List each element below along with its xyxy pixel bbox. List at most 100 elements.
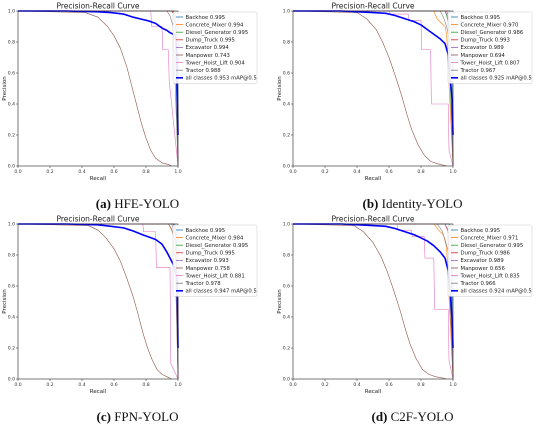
series-line-7: [293, 223, 454, 380]
legend-box: [447, 11, 533, 84]
y-tick-label: 0.0: [283, 164, 290, 170]
x-tick-label: 0.6: [385, 382, 392, 388]
legend-entry: Tower_Hoist_Lift 0.881: [185, 273, 245, 279]
legend-entry: Manpower 0.656: [461, 266, 506, 272]
legend-entry: Diesel_Generator 0.995: [461, 243, 524, 249]
y-tick-label: 0.2: [283, 346, 290, 352]
series-line-0: [18, 223, 179, 380]
series-line-1: [293, 223, 454, 380]
y-axis-label: Precision: [2, 76, 8, 101]
series-line-4: [18, 10, 179, 167]
y-tick-label: 1.0: [8, 222, 15, 228]
series-line-2: [293, 223, 454, 380]
series-line-6: [293, 223, 454, 380]
series-line-2: [18, 223, 179, 380]
y-tick-label: 0.2: [8, 133, 15, 139]
legend-entry: Tractor 0.966: [460, 281, 497, 287]
x-tick-label: 0.0: [289, 382, 296, 388]
chart-title: Precision-Recall Curve: [56, 215, 139, 224]
series-line-1: [18, 223, 179, 380]
x-tick-label: 0.8: [142, 382, 149, 388]
x-tick-label: 1.0: [449, 382, 456, 388]
x-tick-label: 1.0: [449, 169, 456, 175]
series-line-4: [293, 10, 454, 167]
x-tick-label: 0.4: [78, 169, 85, 175]
series-line-3: [293, 10, 454, 167]
series-line-0: [18, 10, 179, 167]
legend-entry: Tower_Hoist_Lift 0.807: [460, 60, 520, 66]
x-tick-label: 0.2: [321, 382, 328, 388]
chart-title: Precision-Recall Curve: [56, 2, 139, 11]
y-tick-label: 0.4: [283, 102, 290, 108]
legend-entry: Excavator 0.989: [461, 258, 504, 264]
legend-entry: Dump_Truck 0.986: [461, 251, 511, 257]
y-tick-label: 0.0: [8, 377, 15, 383]
legend-entry: Concrete_Mixer 0.984: [186, 235, 244, 241]
y-tick-label: 1.0: [283, 9, 290, 15]
plot-frame: [17, 10, 179, 167]
figure-caption: (d) C2F-YOLO: [275, 409, 550, 425]
legend-entry: Dump_Truck 0.995: [186, 251, 235, 257]
x-tick-label: 0.6: [110, 382, 117, 388]
series-line-4: [18, 223, 179, 380]
y-tick-label: 0.6: [8, 71, 15, 77]
legend-entry: Diesel_Generator 0.986: [461, 30, 524, 36]
legend-box: [447, 224, 533, 297]
y-tick-label: 0.4: [283, 315, 290, 321]
y-tick-label: 1.0: [8, 9, 15, 15]
series-line-7: [18, 10, 179, 167]
caption-label: (b): [362, 196, 379, 211]
y-axis-label: Precision: [277, 76, 283, 101]
x-axis-label: Recall: [365, 176, 382, 182]
legend-entry: Backhoe 0.995: [186, 15, 226, 21]
legend-box: [172, 11, 258, 84]
plot-frame: [292, 10, 454, 167]
caption-text: HFE-YOLO: [114, 196, 180, 211]
legend-entry: Diesel_Generator 0.995: [186, 30, 249, 36]
legend-entry: all classes 0.924 mAP@0.5: [461, 289, 532, 295]
legend-entry: Tractor 0.988: [185, 68, 222, 74]
x-axis-label: Recall: [90, 389, 107, 395]
figure-caption: (a) HFE-YOLO: [0, 196, 275, 212]
series-line-2: [18, 10, 179, 167]
legend-entry: all classes 0.925 mAP@0.5: [461, 76, 532, 82]
series-line-7: [18, 223, 179, 380]
series-line-1: [293, 10, 454, 167]
legend-entry: Tractor 0.978: [185, 281, 222, 287]
caption-label: (c): [96, 409, 111, 424]
y-tick-label: 0.4: [8, 315, 15, 321]
x-tick-label: 0.2: [321, 169, 328, 175]
y-axis-label: Precision: [2, 289, 8, 314]
legend-entry: Manpower 0.694: [461, 53, 506, 59]
legend-entry: Manpower 0.743: [186, 53, 230, 59]
series-line-0: [293, 223, 454, 380]
chart-title: Precision-Recall Curve: [331, 2, 414, 11]
x-tick-label: 0.6: [110, 169, 117, 175]
y-tick-label: 0.2: [283, 133, 290, 139]
y-tick-label: 1.0: [283, 222, 290, 228]
y-tick-label: 0.2: [8, 346, 15, 352]
legend-entry: Backhoe 0.995: [461, 15, 501, 21]
y-tick-label: 0.8: [8, 253, 15, 259]
y-tick-label: 0.6: [283, 284, 290, 290]
caption-label: (a): [95, 196, 111, 211]
series-line-4: [293, 223, 454, 380]
series-line-1: [18, 10, 179, 167]
series-line-3: [18, 223, 179, 380]
series-line-6: [18, 223, 179, 380]
legend-entry: all classes 0.947 mAP@0.5: [186, 289, 257, 295]
x-tick-label: 0.2: [46, 382, 53, 388]
legend-entry: Tractor 0.967: [460, 68, 496, 74]
legend-entry: Excavator 0.993: [186, 258, 229, 264]
series-line-8: [18, 10, 179, 136]
legend-entry: Diesel_Generator 0.995: [186, 243, 249, 249]
pr-chart-svg: Precision-Recall Curve 0.00.0 0.2 0.2 0.4 0.4…: [277, 2, 533, 182]
y-axis-label: Precision: [277, 289, 283, 314]
y-tick-label: 0.8: [283, 40, 290, 46]
series-line-5: [293, 223, 447, 380]
x-tick-label: 0.0: [14, 382, 21, 388]
pr-chart-svg: Precision-Recall Curve 0.00.0 0.2 0.2 0.4 0.4…: [277, 215, 533, 395]
legend-entry: Dump_Truck 0.993: [461, 38, 510, 44]
series-line-5: [18, 10, 172, 167]
y-tick-label: 0.0: [8, 164, 15, 170]
